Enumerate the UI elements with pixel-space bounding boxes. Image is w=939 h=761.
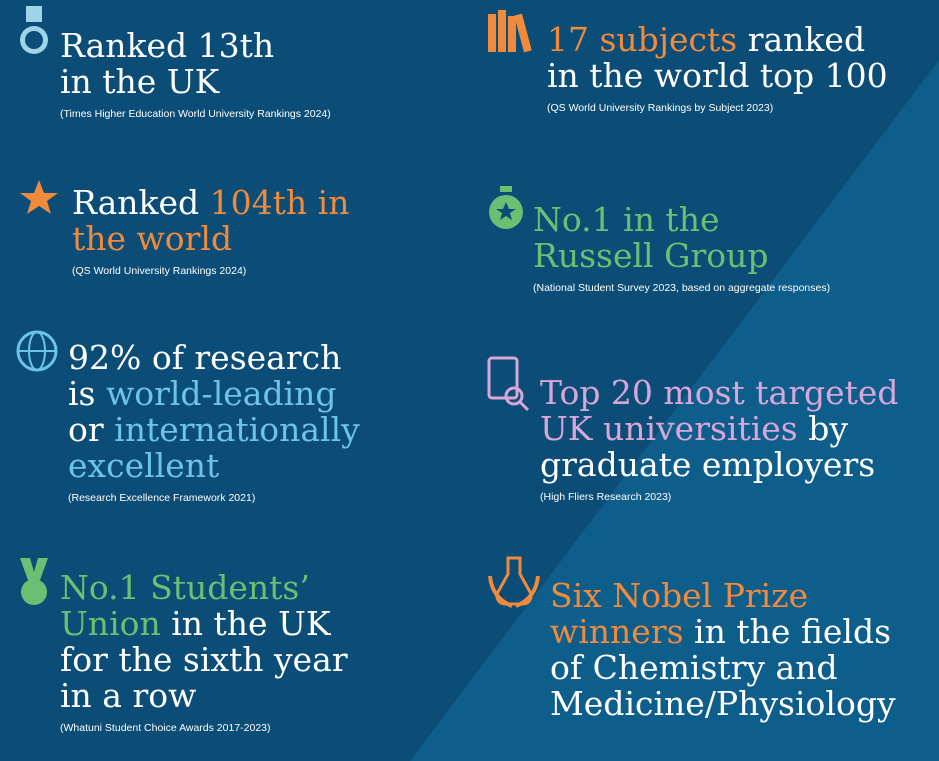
source-note: (Research Excellence Framework 2021) [68, 492, 256, 504]
award-icon [20, 558, 48, 605]
source-note: (QS World University Rankings by Subject… [547, 102, 774, 114]
stat-block: Top 20 most targeted UK universities by gr… [540, 375, 899, 504]
headline-line: is world-leading [68, 376, 360, 412]
headline-text: by [797, 409, 848, 448]
headline-line: excellent [68, 448, 360, 484]
stat-block: 17 subjects ranked in the world top 100 (Q… [547, 22, 888, 115]
stat-block: Six Nobel Prize winners in the fields of C… [550, 578, 896, 722]
headline-text: in the UK [160, 604, 331, 643]
headline-text: 92% of research [68, 338, 342, 377]
headline-text: for the sixth year [60, 640, 348, 679]
stat-block: Ranked 104th in the world (QS World Univer… [72, 185, 349, 278]
headline-line: Ranked 13th [60, 28, 331, 64]
headline-line: in the world top 100 [547, 58, 888, 94]
headline-text: in the UK [60, 62, 220, 101]
headline-text: Top 20 most targeted [540, 373, 899, 412]
headline-text: excellent [68, 446, 220, 485]
clipboard-icon [487, 356, 530, 412]
headline-line: Top 20 most targeted [540, 375, 899, 411]
headline-line: in the UK [60, 64, 331, 100]
stat-block: No.1 Students’ Union in the UK for the six… [60, 570, 348, 735]
headline-text: in the fields [683, 612, 892, 651]
headline-text: internationally [114, 410, 360, 449]
headline-text: in a row [60, 676, 197, 715]
green-medal-icon [489, 186, 523, 229]
headline-text: Six Nobel Prize [550, 576, 809, 615]
headline-text: 104th in [209, 183, 350, 222]
headline-text: of Chemistry and [550, 648, 838, 687]
stat-block: Ranked 13th in the UK (Times Higher Educat… [60, 28, 331, 121]
headline-text: 17 subjects [547, 20, 738, 59]
nobel-icon [488, 556, 540, 608]
headline-line: for the sixth year [60, 642, 348, 678]
star-icon [20, 180, 58, 214]
headline-line: graduate employers [540, 447, 899, 483]
headline-line: Six Nobel Prize [550, 578, 896, 614]
headline-text: ranked [737, 20, 866, 59]
headline-line: the world [72, 221, 349, 257]
headline-line: in a row [60, 678, 348, 714]
headline-text: graduate employers [540, 445, 876, 484]
headline-line: of Chemistry and [550, 650, 896, 686]
headline-line: Ranked 104th in [72, 185, 349, 221]
headline-text: No.1 in the [533, 200, 720, 239]
books-icon [488, 10, 532, 53]
headline-text: in the world top 100 [547, 56, 888, 95]
headline-text: or [68, 410, 115, 449]
headline-text: UK universities [540, 409, 798, 448]
headline-line: Union in the UK [60, 606, 348, 642]
headline-text: world-leading [105, 374, 337, 413]
headline-text: Medicine/Physiology [550, 684, 896, 723]
headline-line: No.1 Students’ [60, 570, 348, 606]
headline-text: is [68, 374, 106, 413]
headline-line: Russell Group [533, 238, 830, 274]
headline-text: Russell Group [533, 236, 769, 275]
headline-line: Medicine/Physiology [550, 686, 896, 722]
stat-block: 92% of research is world-leading or intern… [68, 340, 360, 505]
headline-line: UK universities by [540, 411, 899, 447]
globe-icon [16, 330, 58, 372]
source-note: (National Student Survey 2023, based on … [533, 282, 831, 294]
headline-text: winners [550, 612, 684, 651]
headline-line: winners in the fields [550, 614, 896, 650]
headline-text: Ranked 13th [60, 26, 275, 65]
headline-line: 17 subjects ranked [547, 22, 888, 58]
headline-text: Union [60, 604, 161, 643]
medal-icon [20, 6, 48, 54]
headline-text: Ranked [72, 183, 210, 222]
headline-line: or internationally [68, 412, 360, 448]
headline-line: 92% of research [68, 340, 360, 376]
headline-line: No.1 in the [533, 202, 830, 238]
source-note: (Times Higher Education World University… [60, 108, 331, 120]
headline-text: the world [72, 219, 233, 258]
stat-block: No.1 in the Russell Group (National Studen… [533, 202, 831, 295]
headline-text: No.1 Students’ [60, 568, 310, 607]
source-note: (High Fliers Research 2023) [540, 491, 672, 503]
source-note: (Whatuni Student Choice Awards 2017-2023… [60, 722, 271, 734]
source-note: (QS World University Rankings 2024) [72, 265, 247, 277]
